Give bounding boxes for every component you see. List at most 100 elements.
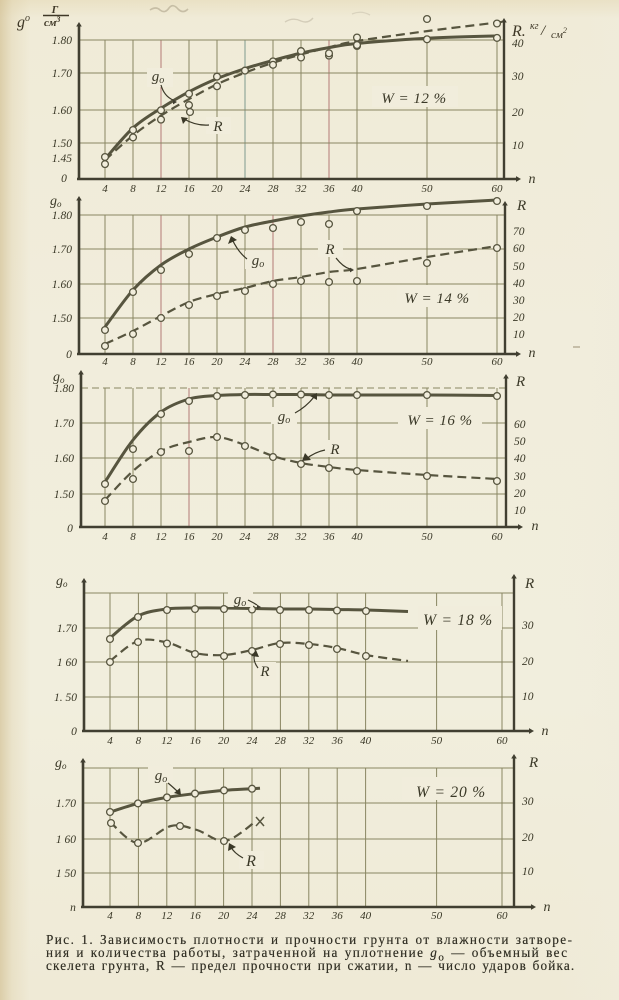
svg-text:10: 10: [512, 140, 524, 152]
svg-text:32: 32: [295, 183, 308, 195]
svg-text:8: 8: [130, 531, 136, 543]
svg-text:20: 20: [212, 356, 224, 368]
svg-text:4: 4: [102, 183, 108, 195]
svg-text:30: 30: [512, 295, 525, 307]
svg-text:28: 28: [275, 910, 287, 922]
svg-text:24: 24: [240, 183, 252, 195]
svg-text:1.60: 1.60: [52, 105, 72, 117]
svg-text:32: 32: [295, 356, 308, 368]
svg-text:1.70: 1.70: [56, 798, 76, 810]
svg-text:12: 12: [156, 356, 168, 368]
svg-text:60: 60: [513, 243, 525, 255]
svg-text:24: 24: [240, 356, 252, 368]
svg-text:60: 60: [492, 531, 504, 543]
svg-text:0: 0: [66, 349, 72, 361]
svg-text:/: /: [540, 23, 547, 39]
svg-text:12: 12: [161, 735, 173, 747]
svg-text:20: 20: [212, 531, 224, 543]
svg-text:10: 10: [513, 329, 525, 341]
svg-text:36: 36: [323, 183, 336, 195]
svg-text:32: 32: [302, 910, 315, 922]
svg-text:50: 50: [514, 436, 526, 448]
svg-text:40: 40: [352, 531, 364, 543]
svg-text:кг: кг: [530, 21, 539, 32]
svg-text:1.60: 1.60: [54, 453, 74, 465]
svg-text:1.80: 1.80: [54, 383, 74, 395]
svg-text:R: R: [259, 664, 269, 680]
svg-text:8: 8: [136, 910, 142, 922]
svg-text:24: 24: [240, 531, 252, 543]
svg-text:50: 50: [422, 183, 434, 195]
svg-text:n: n: [529, 346, 536, 361]
svg-text:60: 60: [497, 910, 509, 922]
svg-text:32: 32: [302, 735, 315, 747]
svg-text:36: 36: [331, 910, 344, 922]
svg-text:go: go: [55, 756, 67, 771]
svg-text:1.45: 1.45: [52, 153, 72, 165]
svg-text:40: 40: [513, 278, 525, 290]
svg-text:R.: R.: [511, 23, 526, 40]
svg-text:8: 8: [136, 735, 142, 747]
svg-text:1. 50: 1. 50: [54, 692, 77, 704]
svg-text:60: 60: [492, 356, 504, 368]
svg-text:28: 28: [268, 183, 280, 195]
svg-text:n: n: [544, 900, 551, 915]
svg-text:0: 0: [71, 726, 77, 738]
svg-text:60: 60: [492, 183, 504, 195]
svg-text:4: 4: [107, 910, 113, 922]
svg-text:Г: Г: [51, 4, 59, 16]
svg-text:30: 30: [511, 71, 524, 83]
svg-text:12: 12: [156, 531, 168, 543]
svg-text:W = 16 %: W = 16 %: [407, 413, 472, 429]
svg-text:W = 20 %: W = 20 %: [416, 784, 486, 801]
svg-text:n: n: [70, 902, 76, 914]
svg-text:20: 20: [512, 107, 524, 119]
svg-text:60: 60: [497, 735, 509, 747]
svg-text:go: go: [56, 574, 68, 589]
svg-text:16: 16: [184, 183, 196, 195]
svg-text:30: 30: [521, 620, 534, 632]
svg-text:28: 28: [275, 735, 287, 747]
svg-text:R: R: [245, 853, 256, 870]
svg-text:n: n: [529, 172, 536, 187]
svg-text:20: 20: [218, 910, 230, 922]
svg-text:1 60: 1 60: [57, 657, 77, 669]
svg-text:1.50: 1.50: [52, 313, 72, 325]
svg-text:40: 40: [514, 453, 526, 465]
svg-text:16: 16: [190, 910, 202, 922]
svg-text:см3: см3: [44, 15, 60, 29]
svg-text:1 60: 1 60: [56, 834, 76, 846]
svg-text:36: 36: [331, 735, 344, 747]
svg-text:1 50: 1 50: [56, 868, 76, 880]
svg-text:W = 18 %: W = 18 %: [423, 612, 493, 629]
svg-text:50: 50: [431, 910, 443, 922]
svg-text:24: 24: [247, 910, 259, 922]
svg-text:10: 10: [522, 866, 534, 878]
svg-text:36: 36: [323, 356, 336, 368]
svg-text:30: 30: [521, 796, 534, 808]
svg-text:go: go: [50, 194, 62, 209]
svg-text:8: 8: [130, 356, 136, 368]
svg-text:28: 28: [268, 531, 280, 543]
svg-text:R: R: [515, 374, 525, 390]
svg-text:16: 16: [184, 356, 196, 368]
svg-text:50: 50: [422, 356, 434, 368]
svg-text:50: 50: [422, 531, 434, 543]
svg-text:R: R: [324, 242, 334, 258]
svg-text:20: 20: [522, 832, 534, 844]
svg-text:0: 0: [61, 173, 67, 185]
svg-text:1.80: 1.80: [52, 35, 72, 47]
svg-text:R: R: [528, 755, 538, 771]
svg-text:32: 32: [295, 531, 308, 543]
svg-text:1.70: 1.70: [54, 418, 74, 430]
svg-text:40: 40: [360, 735, 372, 747]
svg-text:10: 10: [514, 505, 526, 517]
svg-text:1.70: 1.70: [52, 244, 72, 256]
svg-text:1.70: 1.70: [57, 623, 77, 635]
svg-text:40: 40: [512, 38, 524, 50]
svg-text:40: 40: [352, 356, 364, 368]
svg-text:70: 70: [513, 226, 525, 238]
svg-text:n: n: [542, 724, 549, 739]
svg-text:0: 0: [67, 523, 73, 535]
svg-text:50: 50: [513, 261, 525, 273]
